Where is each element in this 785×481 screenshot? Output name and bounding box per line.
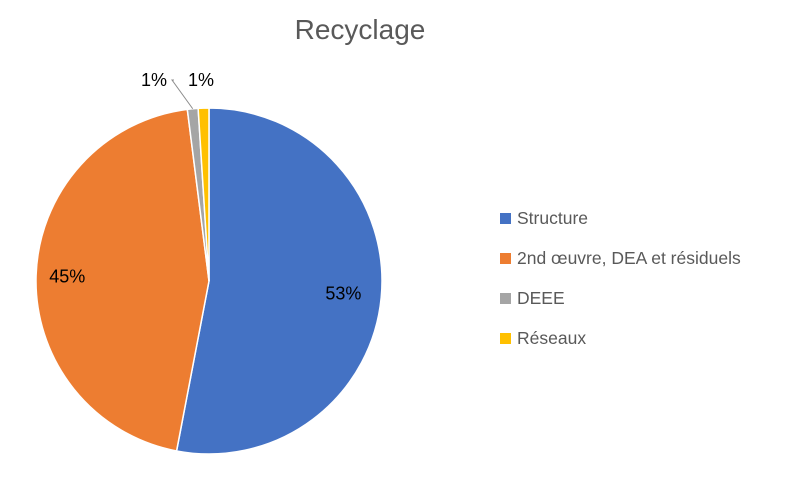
legend-item-2: 2nd œuvre, DEA et résiduels [500, 248, 741, 268]
chart-title: Recyclage [294, 14, 426, 45]
legend-item-3: DEEE [500, 288, 741, 308]
legend-swatch [500, 252, 511, 264]
data-label-3: 1% [141, 70, 167, 90]
legend-swatch [500, 332, 511, 344]
legend-item-4: Réseaux [500, 328, 741, 348]
data-label-2: 45% [49, 267, 85, 287]
legend-swatch [500, 292, 511, 304]
data-label-4: 1% [188, 70, 214, 90]
legend: Structure 2nd œuvre, DEA et résiduels DEEE… [500, 208, 741, 368]
pie-slice-2 [35, 108, 210, 452]
legend-label: DEEE [517, 287, 565, 308]
legend-swatch [500, 212, 511, 224]
legend-label: 2nd œuvre, DEA et résiduels [517, 247, 741, 268]
pie-slice-4 [197, 107, 210, 282]
legend-label: Structure [517, 207, 588, 228]
legend-label: Réseaux [517, 327, 587, 348]
pie-slice-1 [175, 107, 383, 455]
data-label-1: 53% [325, 284, 361, 304]
legend-item-1: Structure [500, 208, 741, 228]
leader-line [171, 79, 194, 110]
